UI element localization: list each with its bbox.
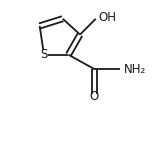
Text: S: S bbox=[40, 48, 48, 61]
Text: OH: OH bbox=[98, 11, 116, 24]
Text: NH₂: NH₂ bbox=[124, 63, 147, 76]
Text: O: O bbox=[90, 90, 99, 103]
